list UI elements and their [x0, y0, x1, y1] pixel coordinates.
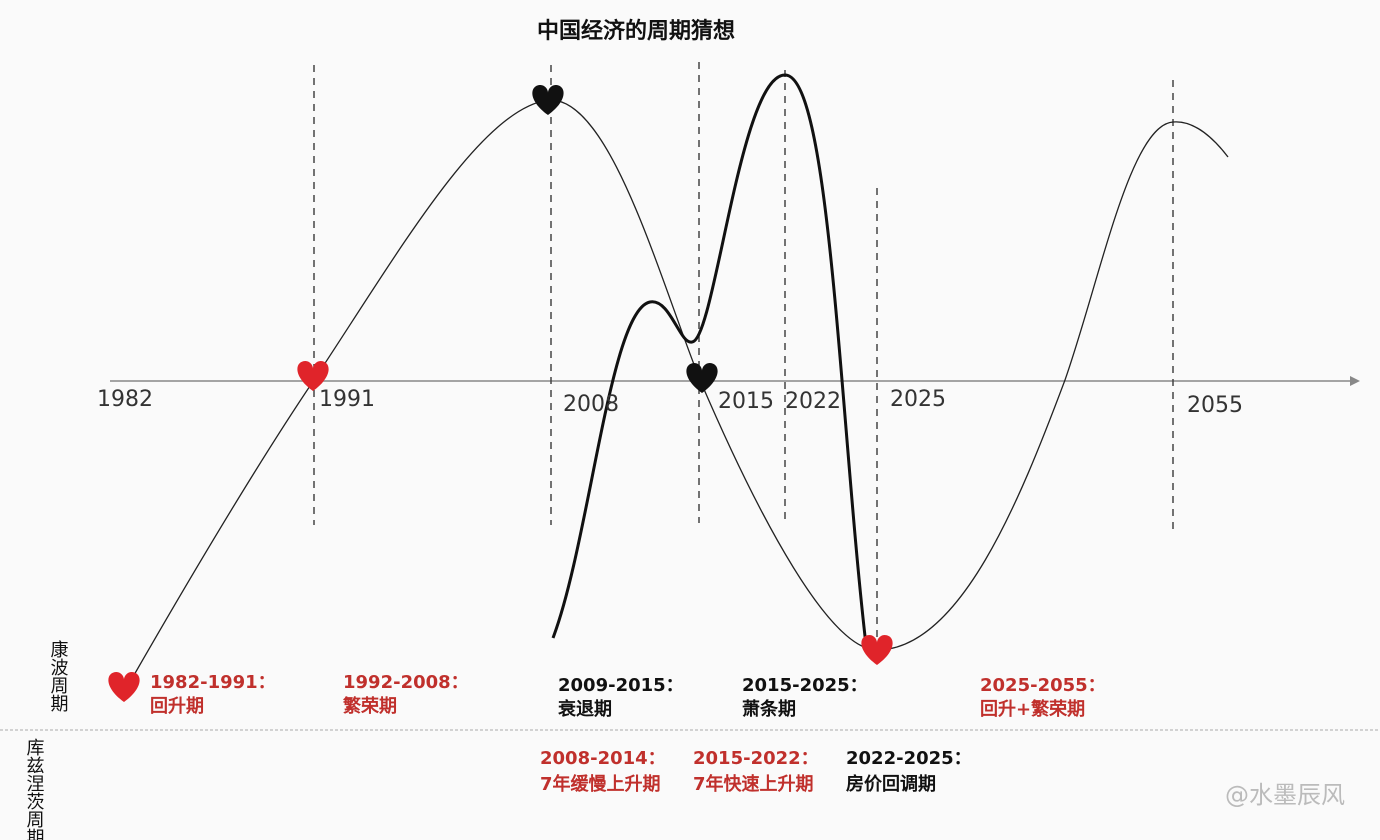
heart	[297, 361, 329, 391]
period: 2025-2055：	[980, 675, 1106, 696]
year-label: 2025	[890, 387, 946, 412]
period: 1992-2008：	[343, 672, 469, 693]
side-label: 库兹涅茨周期	[24, 738, 45, 840]
phase: 萧条期	[742, 698, 796, 720]
kuznets-curve	[551, 73, 868, 646]
watermark: @水墨辰风	[1225, 781, 1345, 809]
year-label: 2022	[785, 389, 841, 414]
year-label: 1982	[97, 387, 153, 412]
kondratiev-curve	[129, 99, 1229, 683]
period: 2015-2025：	[742, 675, 868, 696]
period: 1982-1991：	[150, 672, 276, 693]
year-label: 1991	[319, 387, 375, 412]
phase: 繁荣期	[342, 695, 397, 717]
period: 2008-2014：	[540, 748, 666, 769]
phase: 回升+繁荣期	[980, 698, 1085, 720]
year-label: 2015	[718, 389, 774, 414]
phase: 房价回调期	[846, 773, 936, 795]
side-label: 康波周期	[48, 640, 69, 712]
axis-arrow	[1350, 376, 1360, 386]
heart	[861, 635, 893, 665]
phase: 7年快速上升期	[693, 773, 814, 795]
period: 2009-2015：	[558, 675, 684, 696]
phase: 衰退期	[557, 698, 612, 720]
period: 2022-2025：	[846, 748, 972, 769]
title: 中国经济的周期猜想	[537, 18, 735, 44]
heart	[108, 672, 140, 702]
phase: 回升期	[150, 696, 204, 717]
heart	[532, 85, 564, 115]
year-label: 2055	[1187, 393, 1243, 418]
heart	[686, 363, 718, 393]
phase: 7年缓慢上升期	[540, 773, 661, 795]
year-label: 2008	[563, 392, 619, 417]
period: 2015-2022：	[693, 748, 819, 769]
